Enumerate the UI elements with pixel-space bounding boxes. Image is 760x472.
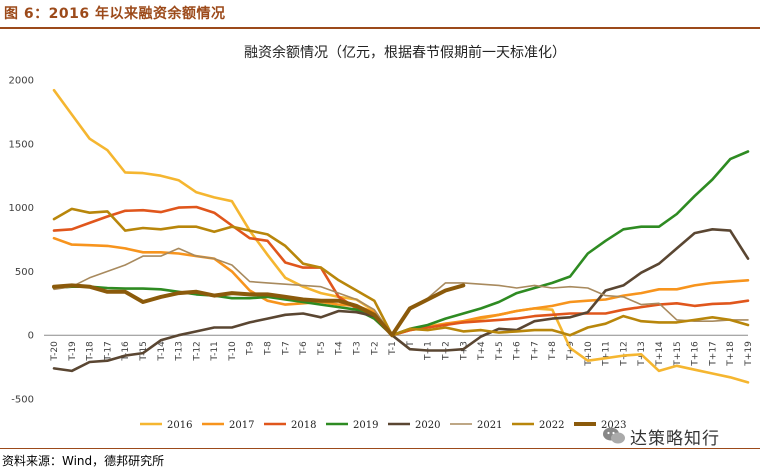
x-tick-label: T-1 [388,341,398,356]
x-tick-label: T-13 [175,341,185,361]
legend-label-2023: 2023 [601,420,626,431]
chart-title: 融资余额情况（亿元，根据春节假期前一天标准化） [244,44,566,61]
x-tick-label: T-6 [299,341,309,356]
x-tick-label: T+3 [459,341,469,361]
series-line-2016 [52,88,750,384]
y-tick-label: 2000 [9,76,34,87]
legend-label-2018: 2018 [291,420,316,431]
line-chart: 融资余额情况（亿元，根据春节假期前一天标准化） 2000 1500 1000 500 0… [9,44,754,431]
series-line-2020 [52,228,750,373]
x-tick-label: T-16 [121,341,131,362]
watermark: 达策略知行 [602,423,752,449]
source-note: 资料来源：Wind，德邦研究所 [2,454,165,468]
x-tick-label: T-5 [317,341,327,356]
legend-label-2019: 2019 [353,420,378,431]
y-axis: 2000 1500 1000 500 0 -500 [9,76,34,406]
x-tick-label: T+11 [602,341,612,367]
series-lines [52,88,750,384]
x-tick-label: T+9 [566,341,576,361]
x-tick-label: T-3 [353,341,363,356]
y-tick-label: 1500 [9,139,34,150]
x-tick-label: T-2 [370,341,380,356]
y-tick-label: 1000 [9,203,34,214]
legend: 2016 2017 2018 2019 2020 2021 2022 2023 [140,420,626,431]
x-tick-label: T-4 [335,341,345,356]
x-tick-label: T-11 [210,341,220,361]
wechat-icon [603,427,625,444]
x-tick-label: T+10 [584,341,594,367]
figure-title: 图 6：2016 年以来融资余额情况 [4,6,226,22]
x-tick-label: T-9 [246,341,256,356]
x-tick-label: T-8 [264,341,274,356]
legend-label-2020: 2020 [415,420,440,431]
title-rule [0,27,760,29]
x-tick-label: T+7 [530,341,540,361]
x-tick-label: T-17 [103,341,113,361]
x-tick-label: T+6 [513,341,523,361]
x-tick-label: T-10 [228,341,238,362]
x-tick-label: T+14 [655,341,665,367]
series-line-2022 [52,207,750,337]
x-tick-label: T [406,341,416,348]
x-tick-label: T+12 [619,341,629,367]
y-tick-label: -500 [11,395,34,406]
bottom-rule [0,448,760,449]
x-tick-label: T-18 [86,341,96,362]
y-tick-label: 500 [15,267,34,278]
x-tick-label: T+16 [691,341,701,367]
watermark-text: 达策略知行 [630,428,720,449]
x-tick-label: T+5 [495,341,505,361]
legend-label-2021: 2021 [477,420,502,431]
x-tick-label: T-14 [157,341,167,362]
legend-label-2017: 2017 [229,420,254,431]
x-tick-label: T+17 [708,341,718,367]
x-tick-label: T-19 [68,341,78,362]
x-tick-label: T-12 [192,341,202,361]
x-tick-label: T+18 [726,341,736,367]
x-tick-label: T+8 [548,341,558,361]
legend-label-2016: 2016 [167,420,192,431]
x-tick-label: T+15 [673,341,683,367]
series-line-2023 [52,283,466,338]
x-tick-label: T-20 [50,341,60,362]
x-tick-label: T+19 [744,341,754,367]
legend-label-2022: 2022 [539,420,564,431]
y-tick-label: 0 [28,331,34,342]
x-tick-label: T+4 [477,341,487,361]
x-tick-label: T-7 [281,341,291,356]
